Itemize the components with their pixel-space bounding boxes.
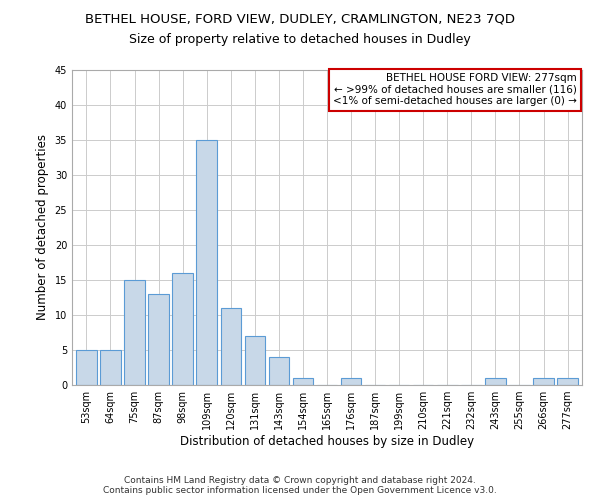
Bar [533, 378, 554, 385]
Bar [172, 273, 193, 385]
Bar [100, 350, 121, 385]
Text: BETHEL HOUSE FORD VIEW: 277sqm
← >99% of detached houses are smaller (116)
<1% o: BETHEL HOUSE FORD VIEW: 277sqm ← >99% of… [333, 73, 577, 106]
Bar [221, 308, 241, 385]
Bar [557, 378, 578, 385]
Bar [196, 140, 217, 385]
Bar [485, 378, 506, 385]
Text: BETHEL HOUSE, FORD VIEW, DUDLEY, CRAMLINGTON, NE23 7QD: BETHEL HOUSE, FORD VIEW, DUDLEY, CRAMLIN… [85, 12, 515, 26]
Bar [341, 378, 361, 385]
Bar [148, 294, 169, 385]
Bar [293, 378, 313, 385]
Y-axis label: Number of detached properties: Number of detached properties [36, 134, 49, 320]
Bar [245, 336, 265, 385]
Bar [76, 350, 97, 385]
Text: Contains HM Land Registry data © Crown copyright and database right 2024.
Contai: Contains HM Land Registry data © Crown c… [103, 476, 497, 495]
Bar [124, 280, 145, 385]
X-axis label: Distribution of detached houses by size in Dudley: Distribution of detached houses by size … [180, 435, 474, 448]
Bar [269, 357, 289, 385]
Text: Size of property relative to detached houses in Dudley: Size of property relative to detached ho… [129, 32, 471, 46]
